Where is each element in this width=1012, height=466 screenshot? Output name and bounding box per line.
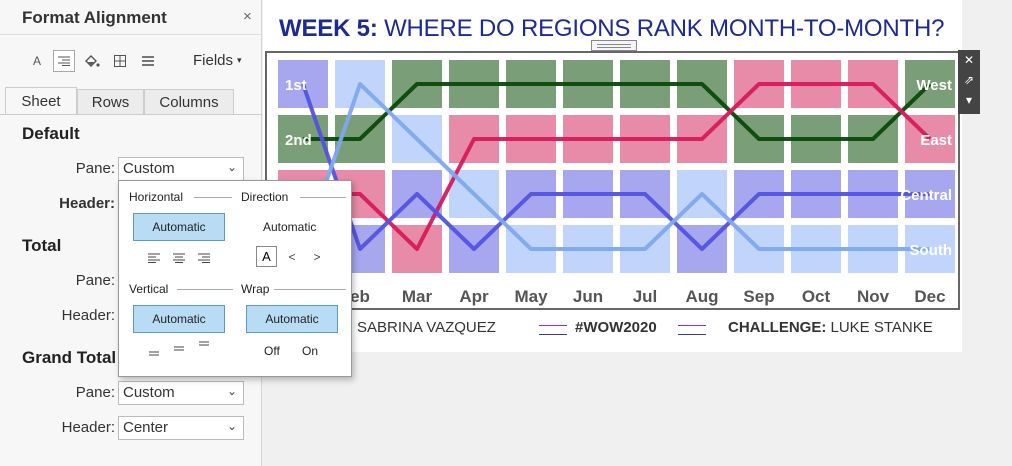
x-tick-label: Mar (402, 287, 433, 306)
fields-label: Fields (193, 52, 234, 69)
divider (0, 34, 262, 35)
wrap-off-button[interactable]: Off (264, 344, 280, 358)
chevron-down-icon: ⌄ (226, 419, 237, 433)
grand-total-header-select[interactable]: Center ⌄ (118, 416, 244, 440)
divider (177, 289, 233, 290)
rank-label: 2nd (285, 132, 312, 149)
dashboard-title: WEEK 5: WHERE DO REGIONS RANK MONTH-TO-M… (279, 15, 944, 43)
divider (300, 197, 346, 198)
valign-middle-icon[interactable] (171, 342, 187, 356)
x-tick-label: Sep (743, 287, 774, 306)
font-icon[interactable]: A (32, 54, 41, 68)
divider (194, 197, 232, 198)
footer-author-name: SABRINA VAZQUEZ (352, 319, 496, 336)
total-header-label: Header: (61, 307, 115, 324)
footer-bracket-right (678, 325, 706, 335)
vertical-label: Vertical (129, 282, 169, 296)
direction-automatic-button[interactable]: Automatic (263, 220, 317, 234)
x-tick-label: Jul (633, 287, 658, 306)
x-tick-label: Jun (573, 287, 603, 306)
default-pane-value: Custom (123, 160, 175, 177)
close-icon[interactable]: ✕ (963, 53, 975, 67)
series-label: South (910, 242, 953, 259)
fields-dropdown[interactable]: Fields ▾ (193, 52, 242, 69)
align-icon[interactable] (53, 50, 75, 72)
total-pane-label: Pane: (75, 272, 115, 289)
rotate-down-icon[interactable]: > (313, 250, 321, 264)
horizontal-label: Horizontal (129, 190, 184, 204)
footer-challenge-name: LUKE STANKE (826, 319, 933, 336)
borders-icon[interactable] (110, 51, 130, 71)
pane-title: Format Alignment (22, 8, 167, 27)
divider (274, 289, 346, 290)
x-tick-label: Apr (459, 287, 489, 306)
default-pane-label: Pane: (75, 160, 115, 177)
horizontal-automatic-button[interactable]: Automatic (133, 213, 225, 241)
tab-rows[interactable]: Rows (77, 89, 144, 114)
wrap-on-button[interactable]: On (302, 344, 319, 358)
section-grand-total-title: Grand Total (22, 348, 117, 367)
x-tick-label: Nov (857, 287, 890, 306)
more-options-icon[interactable]: ▾ (965, 93, 973, 107)
series-line-central (301, 83, 930, 251)
close-icon[interactable]: × (243, 8, 252, 25)
chevron-down-icon: ⌄ (226, 384, 237, 398)
grand-total-header-label: Header: (61, 419, 115, 436)
footer-challenge: CHALLENGE: LUKE STANKE (728, 319, 933, 336)
direction-label: Direction (241, 190, 289, 204)
align-right-icon[interactable] (196, 251, 212, 265)
paint-bucket-icon[interactable] (82, 51, 102, 71)
open-external-icon[interactable]: ⇗ (963, 73, 975, 87)
rank-chart: 1st 2nd West East Central South eb Mar Apr May Jun… (278, 60, 955, 306)
x-tick-label: Dec (914, 287, 945, 306)
title-text: WHERE DO REGIONS RANK MONTH-TO-MONTH? (377, 15, 945, 42)
x-tick-label: Oct (802, 287, 831, 306)
section-default-title: Default (22, 124, 80, 143)
series-label: Central (900, 187, 952, 204)
direction-normal-icon[interactable]: A (256, 246, 277, 267)
drag-handle[interactable] (591, 40, 637, 51)
footer-bracket-left (539, 325, 567, 335)
section-total-title: Total (22, 236, 62, 255)
chart-frame[interactable]: 1st 2nd West East Central South eb Mar Apr May Jun… (265, 51, 960, 310)
valign-bottom-icon[interactable] (146, 345, 162, 359)
footer-wow: #WOW2020 (575, 319, 657, 336)
x-tick-label: eb (350, 287, 370, 306)
grand-total-pane-label: Pane: (75, 384, 115, 401)
chevron-down-icon: ▾ (237, 55, 242, 65)
footer-author: N: SABRINA VAZQUEZ (337, 319, 496, 336)
rank-label: 1st (285, 77, 307, 94)
tab-sheet[interactable]: Sheet (5, 87, 77, 115)
align-left-icon[interactable] (146, 251, 162, 265)
series-label: West (916, 77, 952, 94)
divider (0, 114, 262, 115)
dashboard: WEEK 5: WHERE DO REGIONS RANK MONTH-TO-M… (263, 0, 962, 352)
title-week: WEEK 5: (279, 15, 378, 42)
floating-toolbar: ✕ ⇗ ▾ (958, 50, 980, 114)
x-tick-label: May (514, 287, 548, 306)
series-line-south (301, 82, 930, 251)
wrap-label: Wrap (241, 282, 270, 296)
default-pane-select[interactable]: Custom ⌄ (118, 157, 244, 181)
lines-icon[interactable] (138, 51, 158, 71)
alignment-popup: Horizontal Direction Automatic Automatic… (118, 180, 352, 377)
series-line-west (303, 82, 932, 141)
series-label: East (920, 132, 952, 149)
footer-challenge-label: CHALLENGE: (728, 319, 827, 336)
default-header-label: Header: (59, 195, 115, 212)
grand-total-header-value: Center (123, 419, 169, 436)
wrap-automatic-button[interactable]: Automatic (246, 305, 338, 333)
series-line-east (303, 82, 932, 251)
vertical-automatic-button[interactable]: Automatic (133, 305, 225, 333)
grand-total-pane-value: Custom (123, 384, 175, 401)
grand-total-pane-select[interactable]: Custom ⌄ (118, 381, 244, 405)
valign-top-icon[interactable] (196, 339, 212, 353)
chevron-down-icon: ⌄ (226, 160, 237, 174)
align-center-icon[interactable] (171, 251, 187, 265)
x-tick-label: Aug (685, 287, 718, 306)
rotate-up-icon[interactable]: < (288, 250, 296, 264)
tab-columns[interactable]: Columns (144, 89, 234, 114)
